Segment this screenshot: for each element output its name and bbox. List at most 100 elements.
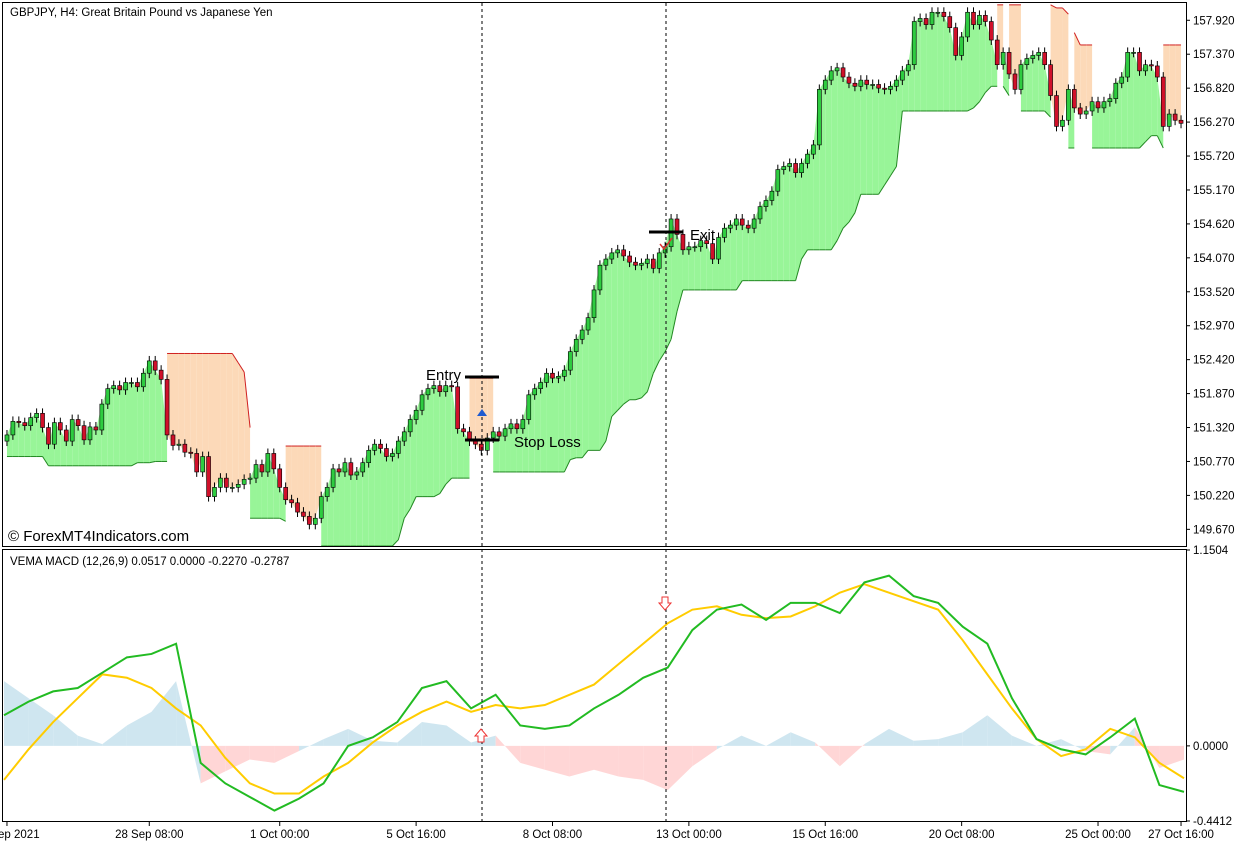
- bull-candle[interactable]: [656, 252, 662, 269]
- bull-candle[interactable]: [751, 218, 757, 229]
- bear-candle[interactable]: [188, 451, 194, 454]
- bear-candle[interactable]: [1012, 73, 1018, 90]
- bull-candle[interactable]: [917, 18, 923, 22]
- bull-candle[interactable]: [52, 422, 57, 445]
- bear-candle[interactable]: [710, 243, 715, 260]
- bear-candle[interactable]: [182, 443, 188, 453]
- bear-candle[interactable]: [793, 163, 798, 173]
- bull-candle[interactable]: [698, 240, 704, 248]
- bull-candle[interactable]: [484, 437, 490, 451]
- macd-line[interactable]: [3, 574, 1185, 812]
- bear-candle[interactable]: [739, 218, 745, 226]
- bull-candle[interactable]: [354, 471, 360, 476]
- bull-candle[interactable]: [324, 487, 330, 497]
- bull-candle[interactable]: [123, 382, 128, 391]
- bull-candle[interactable]: [105, 388, 111, 405]
- bear-candle[interactable]: [1172, 113, 1178, 121]
- bull-candle[interactable]: [609, 252, 615, 260]
- bear-candle[interactable]: [852, 82, 858, 87]
- bull-candle[interactable]: [905, 64, 911, 72]
- bull-candle[interactable]: [1066, 89, 1071, 121]
- bull-candle[interactable]: [817, 89, 822, 146]
- indicator-axis[interactable]: 1.1504 0.0000 -0.4412: [1186, 545, 1232, 828]
- bear-candle[interactable]: [437, 385, 443, 393]
- bull-candle[interactable]: [562, 369, 567, 377]
- bull-candle[interactable]: [111, 385, 116, 389]
- bull-candle[interactable]: [858, 79, 864, 87]
- bull-candle[interactable]: [799, 163, 804, 173]
- bull-candle[interactable]: [247, 477, 253, 480]
- bull-candle[interactable]: [1030, 55, 1036, 59]
- bull-candle[interactable]: [728, 224, 733, 229]
- bull-candle[interactable]: [977, 15, 982, 25]
- bull-candle[interactable]: [532, 388, 538, 396]
- bull-candle[interactable]: [407, 419, 413, 433]
- bull-candle[interactable]: [1107, 98, 1113, 103]
- bear-candle[interactable]: [455, 386, 460, 430]
- bear-candle[interactable]: [461, 428, 466, 433]
- bull-candle[interactable]: [900, 70, 905, 81]
- bull-candle[interactable]: [1131, 52, 1136, 54]
- bull-candle[interactable]: [645, 258, 650, 264]
- bull-candle[interactable]: [573, 338, 579, 352]
- bear-candle[interactable]: [194, 453, 200, 473]
- bull-candle[interactable]: [834, 67, 840, 72]
- bull-candle[interactable]: [911, 21, 917, 66]
- bear-candle[interactable]: [384, 448, 389, 457]
- bull-candle[interactable]: [591, 289, 597, 318]
- bear-candle[interactable]: [336, 468, 342, 473]
- bull-candle[interactable]: [372, 443, 377, 451]
- bull-candle[interactable]: [1024, 58, 1030, 66]
- signal-line[interactable]: [3, 583, 1185, 795]
- bear-candle[interactable]: [633, 261, 638, 266]
- bull-candle[interactable]: [1166, 113, 1172, 127]
- price-axis[interactable]: 157.920 157.370 156.820 156.270 155.720 155.1…: [1186, 15, 1235, 536]
- bear-candle[interactable]: [923, 18, 929, 25]
- bull-candle[interactable]: [929, 11, 935, 25]
- bull-candle[interactable]: [556, 376, 561, 379]
- bull-candle[interactable]: [200, 456, 205, 473]
- bull-candle[interactable]: [313, 517, 318, 525]
- bear-candle[interactable]: [1072, 89, 1077, 109]
- bear-candle[interactable]: [1155, 65, 1160, 78]
- bear-candle[interactable]: [135, 382, 140, 388]
- bull-candle[interactable]: [87, 426, 93, 441]
- bull-candle[interactable]: [235, 483, 241, 488]
- bull-candle[interactable]: [935, 11, 941, 14]
- bear-candle[interactable]: [941, 11, 947, 17]
- bear-candle[interactable]: [46, 427, 51, 445]
- bull-candle[interactable]: [502, 428, 508, 437]
- bear-candle[interactable]: [953, 27, 959, 56]
- bull-candle[interactable]: [218, 477, 223, 488]
- bear-candle[interactable]: [947, 16, 953, 28]
- bull-candle[interactable]: [1036, 52, 1042, 56]
- bull-candle[interactable]: [176, 443, 182, 446]
- bear-candle[interactable]: [1160, 76, 1166, 127]
- bear-candle[interactable]: [271, 453, 277, 470]
- bear-candle[interactable]: [745, 224, 751, 229]
- bear-candle[interactable]: [348, 462, 354, 476]
- bull-candle[interactable]: [241, 479, 247, 485]
- bear-candle[interactable]: [81, 425, 87, 441]
- bear-candle[interactable]: [704, 240, 709, 244]
- bear-candle[interactable]: [496, 431, 502, 437]
- bull-candle[interactable]: [229, 487, 235, 489]
- bull-candle[interactable]: [99, 403, 105, 431]
- bear-candle[interactable]: [882, 87, 887, 90]
- bull-candle[interactable]: [1101, 101, 1107, 109]
- bear-candle[interactable]: [514, 423, 520, 430]
- bear-candle[interactable]: [988, 21, 994, 41]
- bear-candle[interactable]: [1054, 95, 1059, 127]
- bull-candle[interactable]: [1125, 52, 1130, 78]
- bull-candle[interactable]: [775, 169, 781, 192]
- bull-candle[interactable]: [1119, 76, 1125, 84]
- bull-candle[interactable]: [965, 11, 970, 38]
- bull-candle[interactable]: [781, 166, 787, 170]
- bear-candle[interactable]: [479, 443, 484, 451]
- bull-candle[interactable]: [425, 388, 431, 396]
- bull-candle[interactable]: [811, 144, 816, 155]
- bull-candle[interactable]: [822, 79, 828, 90]
- bear-candle[interactable]: [983, 15, 988, 22]
- bear-candle[interactable]: [301, 511, 306, 517]
- bear-candle[interactable]: [627, 255, 632, 263]
